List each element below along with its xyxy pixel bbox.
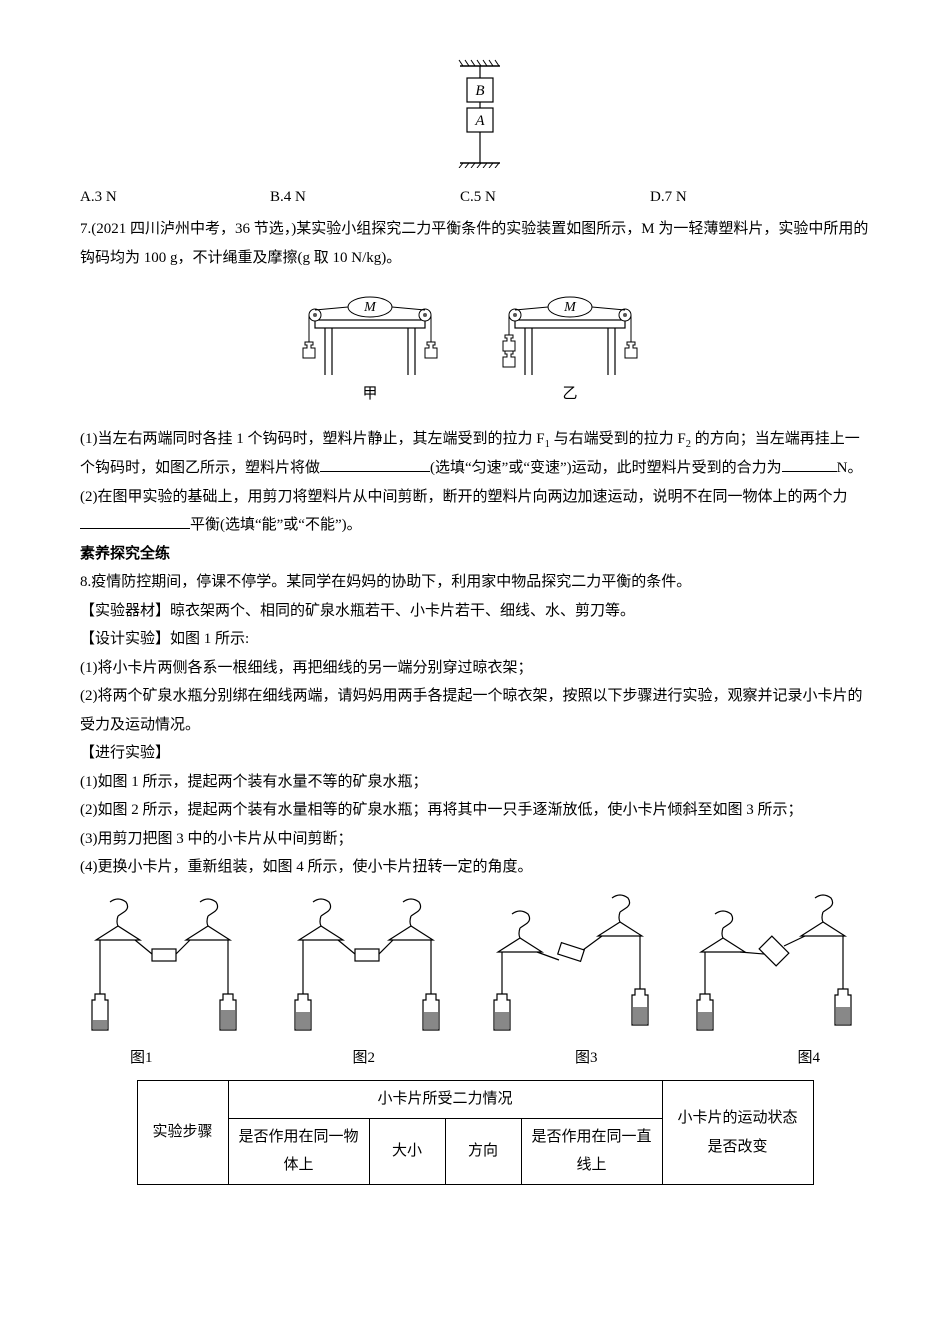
caption-fig2: 图2	[352, 1044, 375, 1073]
fig1-svg	[80, 894, 260, 1044]
option-D: D.7 N	[650, 183, 840, 212]
q6-options: A.3 N B.4 N C.5 N D.7 N	[80, 183, 870, 212]
caption-fig3: 图3	[575, 1044, 598, 1073]
q8-l4: (1)将小卡片两侧各系一根细线，再把细线的另一端分别穿过晾衣架；	[80, 654, 870, 683]
option-B: B.4 N	[270, 183, 460, 212]
option-A: A.3 N	[80, 183, 270, 212]
q7-p2b: 平衡(选填“能”或“不能”)。	[190, 517, 362, 533]
q7-stem: 7.(2021 四川泸州中考，36 节选，)某实验小组探究二力平衡条件的实验装置…	[80, 215, 870, 272]
q8-l2: 【实验器材】晾衣架两个、相同的矿泉水瓶若干、小卡片若干、细线、水、剪刀等。	[80, 597, 870, 626]
blank-1[interactable]	[320, 456, 430, 472]
caption-fig4: 图4	[797, 1044, 820, 1073]
fig2-svg	[283, 894, 463, 1044]
th-state: 小卡片的运动状态是否改变	[662, 1081, 813, 1185]
q7-p1d: (选填“匀速”或“变速”)运动，此时塑料片受到的合力为	[430, 460, 782, 476]
q8-l10: (4)更换小卡片，重新组装，如图 4 所示，使小卡片扭转一定的角度。	[80, 853, 870, 882]
q8-l1: 8.疫情防控期间，停课不停学。某同学在妈妈的协助下，利用家中物品探究二力平衡的条…	[80, 568, 870, 597]
q8-l3: 【设计实验】如图 1 所示:	[80, 625, 870, 654]
label-B: B	[475, 83, 484, 99]
blank-3[interactable]	[80, 513, 190, 529]
q8-fig-captions: 图1 图2 图3 图4	[80, 1044, 870, 1073]
label-A: A	[474, 113, 485, 129]
caption-jia: 甲	[362, 386, 377, 402]
caption-yi: 乙	[562, 386, 577, 402]
label-M-left: M	[363, 300, 377, 315]
q7-part1: (1)当左右两端同时各挂 1 个钩码时，塑料片静止，其左端受到的拉力 F1 与右…	[80, 425, 870, 483]
q7-p1a: (1)当左右两端同时各挂 1 个钩码时，塑料片静止，其左端受到的拉力 F	[80, 431, 545, 447]
q7-p2a: (2)在图甲实验的基础上，用剪刀将塑料片从中间剪断，断开的塑料片向两边加速运动，…	[80, 489, 848, 505]
q8-l7: (1)如图 1 所示，提起两个装有水量不等的矿泉水瓶；	[80, 768, 870, 797]
q7-part2: (2)在图甲实验的基础上，用剪刀将塑料片从中间剪断，断开的塑料片向两边加速运动，…	[80, 483, 870, 540]
caption-fig1: 图1	[130, 1044, 153, 1073]
th-c2: 大小	[369, 1118, 445, 1184]
fig3-svg	[487, 894, 667, 1044]
q7-p1e: N。	[837, 460, 863, 476]
q7-p1b: 与右端受到的拉力 F	[550, 431, 686, 447]
q8-l8: (2)如图 2 所示，提起两个装有水量相等的矿泉水瓶；再将其中一只手逐渐放低，使…	[80, 796, 870, 825]
th-c4: 是否作用在同一直线上	[521, 1118, 662, 1184]
section-heading: 素养探究全练	[80, 540, 870, 569]
q6-figure: B A	[80, 58, 870, 179]
q8-l9: (3)用剪刀把图 3 中的小卡片从中间剪断；	[80, 825, 870, 854]
fig4-svg	[690, 894, 870, 1044]
th-step: 实验步骤	[137, 1081, 228, 1185]
th-c1: 是否作用在同一物体上	[228, 1118, 369, 1184]
q8-table: 实验步骤 小卡片所受二力情况 小卡片的运动状态是否改变 是否作用在同一物体上 大…	[137, 1080, 814, 1185]
th-c3: 方向	[445, 1118, 521, 1184]
blank-2[interactable]	[782, 456, 837, 472]
option-C: C.5 N	[460, 183, 650, 212]
q8-l5: (2)将两个矿泉水瓶分别绑在细线两端，请妈妈用两手各提起一个晾衣架，按照以下步骤…	[80, 682, 870, 739]
q8-figures	[80, 894, 870, 1044]
th-merge: 小卡片所受二力情况	[228, 1081, 662, 1119]
q7-figure: M 甲 M 乙	[80, 280, 870, 421]
label-M-right: M	[563, 300, 577, 315]
q8-l6: 【进行实验】	[80, 739, 870, 768]
